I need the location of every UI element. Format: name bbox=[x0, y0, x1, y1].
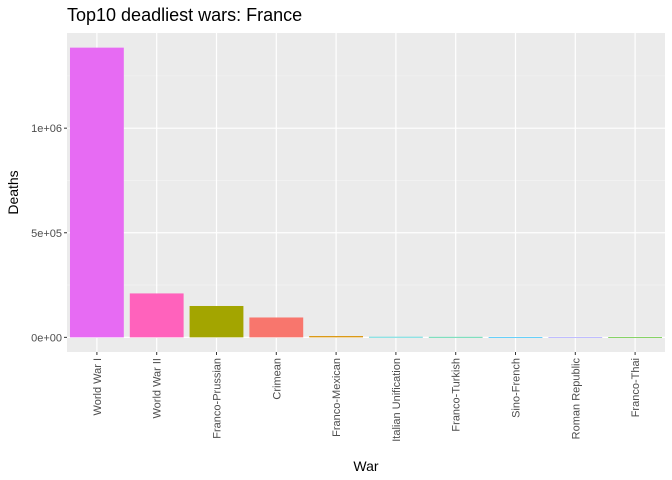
x-tick-label: Franco-Mexican bbox=[331, 358, 343, 437]
y-tick-label: 5e+05 bbox=[31, 228, 62, 240]
bar bbox=[129, 293, 184, 338]
x-tick-label: Franco-Prussian bbox=[212, 358, 224, 439]
bar bbox=[428, 336, 483, 338]
y-tick-label: 0e+00 bbox=[31, 332, 62, 344]
x-tick-label: World War II bbox=[152, 358, 164, 419]
bar bbox=[608, 337, 663, 338]
x-tick-label: World War I bbox=[92, 358, 104, 415]
bar bbox=[548, 337, 603, 338]
x-axis: World War I World War II Franco-Prussian Cr… bbox=[92, 352, 642, 442]
x-tick-label: Sino-French bbox=[511, 358, 523, 418]
bar bbox=[189, 305, 244, 338]
chart-title: Top10 deadliest wars: France bbox=[67, 5, 302, 25]
x-tick-label: Franco-Thai bbox=[630, 358, 642, 417]
x-axis-title: War bbox=[353, 458, 378, 474]
y-tick-label: 1e+06 bbox=[31, 123, 62, 135]
bar bbox=[309, 336, 364, 338]
y-axis: 0e+00 5e+05 1e+06 bbox=[31, 123, 67, 344]
bar bbox=[368, 336, 423, 338]
bar bbox=[249, 317, 304, 338]
gridlines bbox=[67, 33, 665, 352]
bar bbox=[488, 337, 543, 338]
y-axis-title: Deaths bbox=[5, 170, 21, 214]
x-tick-label: Roman Republic bbox=[570, 358, 582, 440]
x-tick-label: Franco-Turkish bbox=[451, 358, 463, 432]
x-tick-label: Crimean bbox=[271, 358, 283, 400]
x-tick-label: Italian Unification bbox=[391, 358, 403, 442]
bars bbox=[69, 47, 663, 338]
bar bbox=[69, 47, 124, 338]
